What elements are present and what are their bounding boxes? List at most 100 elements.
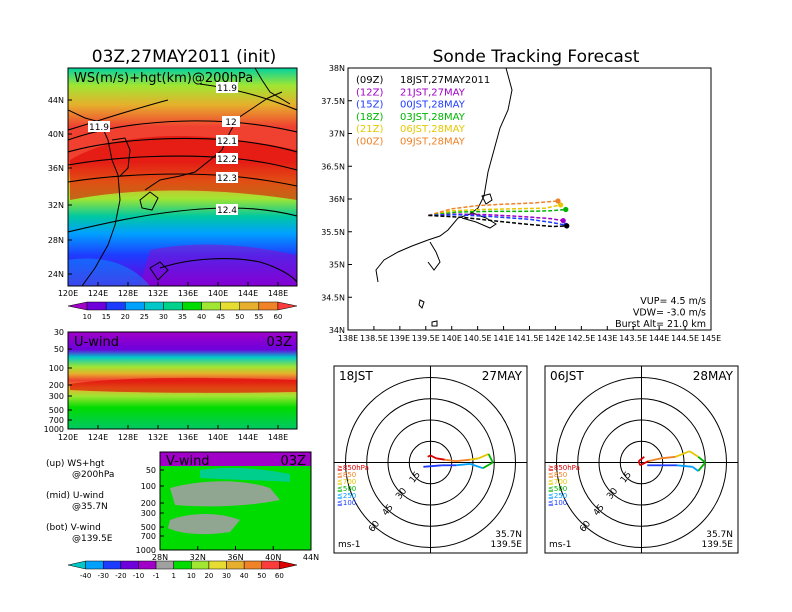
colorbar-label: 40 — [197, 313, 206, 321]
lon-tick-label: 144E — [649, 334, 669, 343]
wind-colorbar-label: 40 — [240, 572, 249, 580]
hodograph-segment — [427, 454, 431, 458]
wind-colorbar-label: 20 — [204, 572, 213, 580]
level-legend-item: ≦500 — [337, 485, 356, 493]
lon-tick-label: 140E — [208, 433, 228, 442]
hodograph-date: 28MAY — [693, 369, 734, 383]
colorbar-swatch — [125, 301, 145, 311]
contour-label: 12 — [225, 118, 236, 128]
level-legend-item: ≦850 — [548, 471, 567, 479]
p-tick-label: 50 — [54, 345, 64, 354]
right-title: Sonde Tracking Forecast — [433, 47, 640, 67]
contour-label: 11.9 — [89, 123, 109, 133]
p-tick-label: 100 — [141, 482, 156, 491]
coastline-sakhalin — [254, 68, 291, 105]
map-lon-axis: 120E 124E 128E 132E 136E 140E 144E 148E — [58, 282, 288, 298]
legend-code: (21Z) — [356, 124, 383, 135]
coastline-asia — [68, 109, 121, 286]
wind-colorbar-swatch — [173, 560, 192, 570]
track-legend: (09Z) 18JST,27MAY2011 (12Z) 21JST,27MAY (15Z… — [356, 75, 490, 148]
level-legend-item: ≦100 — [337, 499, 356, 507]
lon-tick-label: 144.5E — [671, 334, 699, 343]
lat-tick-label: 24N — [48, 270, 64, 279]
lon-tick-label: 140.5E — [464, 334, 492, 343]
hodograph-segment — [470, 457, 479, 461]
lon-tick-label: 139.5E — [412, 334, 440, 343]
legend-text: 09JST,28MAY — [400, 137, 466, 148]
p-tick-label: 200 — [49, 381, 64, 390]
lon-tick-label: 145E — [701, 334, 721, 343]
lat-tick-label: 34N — [329, 326, 345, 335]
legend-text: 21JST,27MAY — [400, 87, 466, 98]
sonde-track-line — [428, 213, 566, 226]
lon-tick-label: 138.5E — [360, 334, 388, 343]
lat-tick-label: 38N — [329, 64, 345, 73]
coastline-korea — [111, 137, 131, 177]
colorbar-label: 20 — [121, 313, 130, 321]
track-panel: (09Z) 18JST,27MAY2011 (12Z) 21JST,27MAY (15Z… — [321, 64, 721, 343]
wind-colorbar-swatch — [261, 560, 280, 570]
wind-colorbar-swatch — [279, 560, 298, 570]
lat-tick-label: 44N — [303, 553, 319, 562]
track-lines — [428, 198, 570, 229]
legend-code: (09Z) — [356, 75, 383, 86]
map-lat-axis: 44N 40N 36N 32N 28N 24N — [48, 96, 72, 279]
wind-colorbar-label: 50 — [257, 572, 266, 580]
hodograph-segment — [675, 450, 691, 458]
colorbar-swatch — [105, 301, 126, 311]
contour-11.9-west — [68, 99, 169, 131]
sonde-track-line — [428, 214, 567, 228]
jet-core — [70, 136, 297, 200]
v-wind-field-top — [160, 452, 311, 466]
colorbar-swatch — [163, 301, 183, 311]
colorbar-label: 35 — [178, 313, 187, 321]
lon-tick-label: 144E — [238, 433, 258, 442]
legend-text: 06JST,28MAY — [400, 124, 466, 135]
hodograph-segment — [482, 461, 494, 469]
contour-label-group: 11.9 11.9 12 12.1 12.2 12.3 12.4 — [88, 82, 240, 216]
note-line-2: @139.5E — [72, 534, 113, 544]
coastline-island-izu — [431, 320, 438, 327]
coastline-honshu — [375, 68, 513, 283]
p-tick-label: 30 — [54, 328, 64, 337]
map-panel-label: WS(m/s)+hgt(km)@200hPa — [74, 71, 253, 86]
p-tick-label: 500 — [141, 523, 156, 532]
hodograph-segment — [478, 453, 489, 460]
colorbar-swatch — [239, 301, 260, 311]
lon-tick-label: 140E — [208, 289, 228, 298]
sonde-landing-point — [560, 218, 566, 224]
colorbar-swatch — [258, 301, 279, 311]
note-line-1: (bot) V-wind — [46, 523, 101, 533]
p-tick-label: 200 — [141, 499, 156, 508]
lon-tick-label: 132E — [148, 433, 168, 442]
map-frame — [67, 67, 298, 287]
hodograph-time: 06JST — [550, 369, 584, 383]
v-wind-label: V-wind — [166, 454, 210, 469]
hodograph-lat: 35.7N — [495, 530, 522, 540]
p-tick-label: 1000 — [44, 425, 64, 434]
wind-colorbar-label: 60 — [275, 572, 284, 580]
lon-tick-label: 138E — [338, 334, 358, 343]
p-tick-label: 300 — [49, 392, 64, 401]
v-lat-axis: 28N 32N 36N 40N 44N — [152, 546, 319, 562]
v-wind-calm-area — [170, 481, 280, 507]
legend-text: 00JST,28MAY — [400, 100, 466, 111]
lat-tick-label: 40N — [265, 553, 281, 562]
wind-colorbar: -40 -30 -20 -10 -1 1 10 20 30 40 50 60 — [67, 560, 298, 580]
track-param: Burst Alt= 21.0 km — [615, 319, 706, 330]
colorbar-label: 25 — [140, 313, 149, 321]
colorbar-swatch — [182, 301, 202, 311]
lat-tick-label: 35.5N — [321, 228, 345, 237]
u-wind-label: U-wind — [74, 335, 119, 350]
hodograph-lon: 139.5E — [491, 540, 523, 550]
level-legend-item: ≦250 — [548, 492, 567, 500]
p-tick-label: 700 — [141, 532, 156, 541]
colorbar-swatch — [86, 301, 107, 311]
level-legend-item: ≦250 — [337, 492, 356, 500]
hodograph-segment — [691, 466, 699, 472]
wind-colorbar-swatch — [120, 560, 139, 570]
coastline-island-small — [481, 193, 493, 205]
